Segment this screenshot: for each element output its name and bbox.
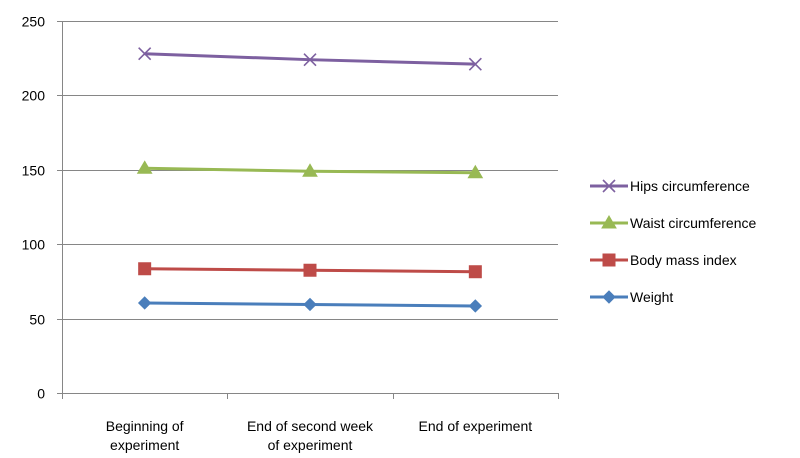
- x-tick-label-line: End of second week: [247, 418, 374, 434]
- data-point-body-mass-index: [468, 265, 482, 279]
- data-point-weight: [468, 299, 483, 313]
- y-tick-label: 200: [22, 88, 46, 104]
- series-weight: [137, 296, 483, 313]
- legend-item-hips-circumference: Hips circumference: [590, 178, 750, 194]
- legend-label: Hips circumference: [630, 178, 750, 194]
- y-tick-label: 100: [22, 237, 46, 253]
- x-tick-label-line: Beginning of: [106, 418, 184, 434]
- data-point-body-mass-index: [303, 263, 317, 277]
- legend-marker: [601, 215, 617, 229]
- y-axis-tick-labels: 0 50 100 150 200 250: [22, 14, 46, 402]
- x-axis-tick-labels: Beginning of experiment End of second week…: [106, 418, 533, 453]
- legend-label: Waist circumference: [630, 215, 757, 231]
- x-tick-label: End of second week of experiment: [247, 418, 374, 453]
- legend-marker: [602, 253, 616, 267]
- legend-label: Weight: [630, 289, 673, 305]
- y-tick-label: 0: [37, 386, 45, 402]
- x-marker-stroke: [602, 179, 616, 193]
- data-point-waist-circumference: [302, 163, 318, 177]
- legend-item-body-mass-index: Body mass index: [590, 252, 737, 268]
- series-hips-circumference: [138, 47, 482, 71]
- data-point-hips-circumference: [138, 47, 152, 61]
- y-tick-label: 250: [22, 14, 46, 30]
- series-body-mass-index: [138, 262, 482, 279]
- legend-item-weight: Weight: [590, 289, 673, 305]
- x-tick-label: Beginning of experiment: [106, 418, 184, 453]
- data-point-waist-circumference: [467, 164, 484, 179]
- legend-marker: [602, 179, 616, 193]
- x-marker-stroke: [468, 57, 482, 71]
- data-point-waist-circumference: [136, 160, 153, 174]
- legend-item-waist-circumference: Waist circumference: [590, 215, 757, 231]
- data-point-weight: [303, 297, 317, 312]
- legend-label: Body mass index: [630, 252, 737, 268]
- legend-marker: [602, 290, 616, 304]
- plot-series: [136, 47, 484, 313]
- data-point-weight: [137, 296, 152, 310]
- y-tick-label: 150: [22, 163, 46, 179]
- data-point-hips-circumference: [468, 57, 482, 71]
- x-tick-label-line: experiment: [110, 437, 179, 453]
- axes: [57, 21, 559, 399]
- x-marker-stroke: [138, 47, 152, 61]
- x-tick-label: End of experiment: [419, 418, 533, 434]
- data-point-hips-circumference: [303, 53, 317, 67]
- x-tick-label-line: End of experiment: [419, 418, 533, 434]
- series-waist-circumference: [136, 160, 484, 179]
- x-marker-stroke: [303, 53, 317, 67]
- legend: Hips circumference Waist circumference Bod…: [590, 178, 757, 305]
- y-tick-label: 50: [29, 312, 45, 328]
- x-tick-label-line: of experiment: [268, 437, 353, 453]
- data-point-body-mass-index: [138, 262, 152, 276]
